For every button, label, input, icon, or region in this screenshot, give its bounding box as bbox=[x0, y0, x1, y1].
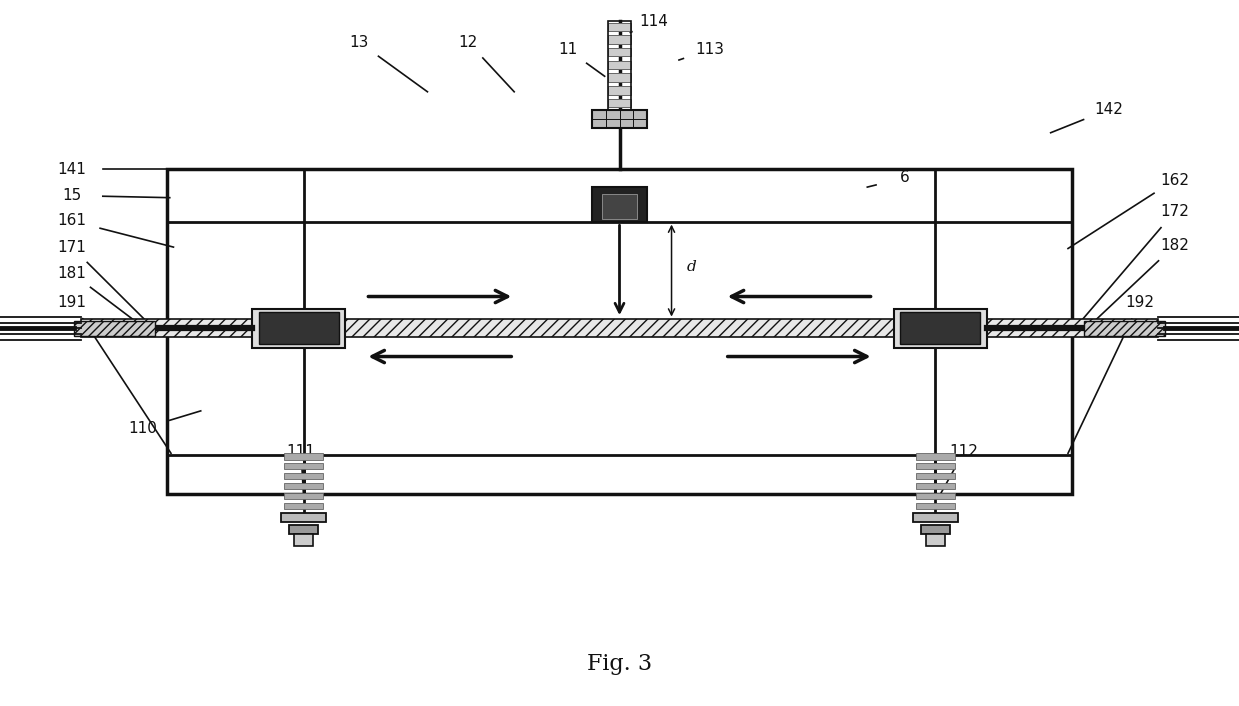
Bar bbox=[913, 513, 958, 522]
Bar bbox=[916, 493, 955, 499]
Bar bbox=[74, 321, 155, 336]
Text: 192: 192 bbox=[1125, 294, 1155, 310]
Bar bbox=[608, 86, 631, 95]
Text: d: d bbox=[686, 261, 696, 275]
Text: 141: 141 bbox=[57, 162, 87, 177]
Text: 15: 15 bbox=[62, 188, 82, 203]
Bar bbox=[284, 503, 323, 509]
Text: 111: 111 bbox=[286, 444, 316, 460]
Text: 171: 171 bbox=[57, 239, 87, 255]
Bar bbox=[284, 483, 323, 489]
Bar bbox=[167, 169, 1072, 494]
Bar bbox=[284, 463, 323, 469]
Bar bbox=[1084, 321, 1165, 336]
Bar bbox=[921, 525, 950, 534]
Bar bbox=[294, 534, 313, 546]
Bar bbox=[608, 73, 631, 82]
Text: 182: 182 bbox=[1160, 238, 1189, 253]
Bar bbox=[608, 35, 631, 44]
Text: Fig. 3: Fig. 3 bbox=[587, 652, 652, 675]
Text: 161: 161 bbox=[57, 213, 87, 229]
Bar bbox=[253, 309, 346, 347]
Bar bbox=[916, 503, 955, 509]
Bar bbox=[608, 21, 631, 120]
Text: 13: 13 bbox=[349, 35, 369, 50]
Bar bbox=[608, 61, 631, 69]
Bar bbox=[602, 194, 637, 219]
Text: 191: 191 bbox=[57, 294, 87, 310]
Bar bbox=[916, 483, 955, 489]
Text: 12: 12 bbox=[458, 35, 478, 50]
Text: 112: 112 bbox=[949, 444, 979, 460]
Bar bbox=[893, 309, 986, 347]
Text: 114: 114 bbox=[639, 13, 669, 29]
Bar bbox=[592, 187, 647, 222]
Bar bbox=[916, 473, 955, 479]
Bar bbox=[916, 453, 955, 460]
Bar bbox=[281, 513, 326, 522]
Text: 6: 6 bbox=[900, 170, 909, 186]
Bar bbox=[608, 99, 631, 107]
Text: 162: 162 bbox=[1160, 172, 1189, 188]
Bar bbox=[284, 493, 323, 499]
Text: 181: 181 bbox=[57, 265, 87, 281]
Bar bbox=[916, 463, 955, 469]
Text: 11: 11 bbox=[558, 42, 577, 57]
Text: 142: 142 bbox=[1094, 102, 1124, 117]
Text: 172: 172 bbox=[1160, 204, 1189, 220]
Bar bbox=[608, 48, 631, 56]
Bar bbox=[259, 312, 339, 344]
Text: 110: 110 bbox=[128, 421, 157, 436]
Bar bbox=[916, 513, 955, 519]
Bar bbox=[284, 473, 323, 479]
Text: 113: 113 bbox=[695, 42, 725, 57]
Bar bbox=[289, 525, 318, 534]
Bar bbox=[284, 513, 323, 519]
Bar bbox=[900, 312, 980, 344]
Bar bbox=[284, 453, 323, 460]
Bar bbox=[608, 23, 631, 31]
Bar bbox=[926, 534, 945, 546]
Bar bbox=[81, 319, 1158, 337]
Bar bbox=[592, 110, 647, 128]
Bar bbox=[608, 112, 631, 120]
